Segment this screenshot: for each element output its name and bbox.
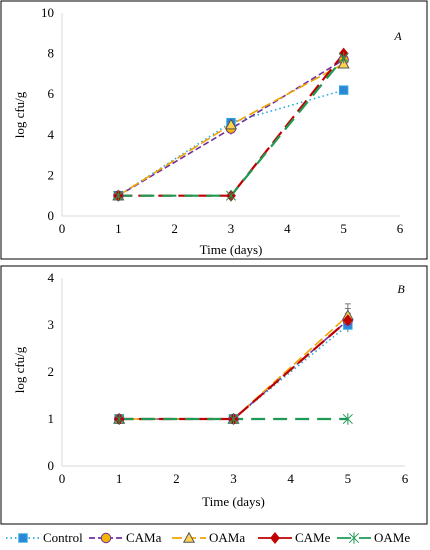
legend-marker-control [18,533,28,543]
panel-a-frame [0,0,428,260]
y-tick-label: 4 [48,127,55,142]
y-tick-label: 10 [41,5,54,20]
series-line-control [117,89,344,197]
series-line-came [119,319,349,421]
y-tick-label: 0 [48,208,55,223]
y-tick-label: 1 [48,411,55,426]
legend-label-cama: CAMa [126,530,162,545]
legend-marker-oama [182,531,196,543]
panel-label: A [393,29,402,43]
x-tick-label: 0 [59,471,66,486]
x-tick-label: 4 [284,221,291,236]
legend-label-control: Control [43,530,83,545]
data-point-oame [113,190,124,202]
data-point-came [342,314,353,327]
legend-label-oame: OAMe [374,530,410,545]
x-tick-label: 5 [340,221,347,236]
data-point-oame [114,413,125,425]
legend-marker-oame [348,532,360,544]
y-tick-label: 2 [48,167,55,182]
y-tick-label: 3 [48,317,55,332]
data-point-oama [224,118,238,130]
legend: Control CAMa OAMa CAMe OAMe [6,530,410,545]
y-tick-label: 0 [48,458,55,473]
data-point-control [338,85,349,95]
legend-marker-came [270,532,280,544]
panel-label: B [397,282,405,296]
data-point-oame [342,413,353,425]
panel-a: 0 1 2 3 4 5 6 0 2 4 6 8 10 Time (days) log cfu/g A [12,5,404,257]
x-tick-label: 1 [116,471,123,486]
panel-b: 0 1 2 3 4 5 6 0 1 2 3 4 Time (days) log cfu/g B [12,270,409,509]
x-tick-label: 3 [228,221,235,236]
y-tick-label: 4 [48,270,55,285]
x-tick-label: 0 [59,221,66,236]
x-tick-label: 3 [230,471,237,486]
x-tick-label: 6 [402,471,409,486]
series-line-oama [119,315,349,420]
series-line-cama [119,319,349,420]
legend-marker-cama [100,532,112,544]
x-axis-label: Time (days) [200,242,263,257]
x-tick-label: 6 [397,221,404,236]
x-tick-label: 4 [287,471,294,486]
legend-label-oama: OAMa [209,530,245,545]
legend-label-came: CAMe [295,530,331,545]
y-tick-label: 6 [48,86,55,101]
x-tick-label: 1 [115,221,122,236]
y-tick-label: 2 [48,364,55,379]
data-point-oame [225,190,237,202]
y-axis-label: log cfu/g [12,91,27,138]
y-axis-label: log cfu/g [12,346,27,393]
x-tick-label: 5 [345,471,352,486]
x-tick-label: 2 [171,221,178,236]
y-tick-label: 8 [48,46,55,61]
data-point-oame [228,413,239,425]
panel-b-frame [0,265,428,525]
x-axis-label: Time (days) [202,494,265,509]
x-tick-label: 2 [173,471,180,486]
data-point-oame [338,51,349,64]
series-line-control [119,324,349,420]
